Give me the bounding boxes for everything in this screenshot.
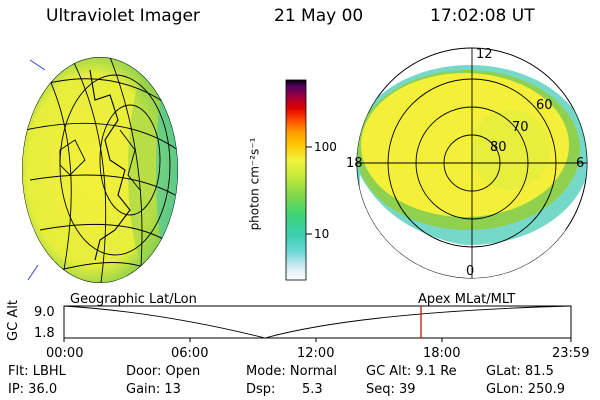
observation-time: 17:02:08 UT [430, 6, 535, 26]
altitude-ytick-low: 1.8 [34, 326, 55, 341]
lat-label-70: 70 [512, 120, 529, 135]
mlt-label-18: 18 [346, 156, 363, 171]
info-door: Door: Open [126, 364, 201, 379]
info-mode: Mode: Normal [246, 364, 337, 379]
apex-label: Apex MLat/MLT [418, 292, 516, 307]
info-filter: Flt: LBHL [8, 364, 66, 379]
altitude-ytick-high: 9.0 [34, 305, 55, 320]
mlt-label-0: 0 [466, 264, 475, 279]
mlt-label-6: 6 [576, 156, 585, 171]
colorbar-unit-label: photon cm⁻²s⁻¹ [247, 137, 262, 231]
info-glat: GLat: 81.5 [486, 364, 554, 379]
observation-date: 21 May 00 [274, 6, 364, 26]
lat-label-80: 80 [490, 140, 507, 155]
mlt-label-12: 12 [476, 47, 493, 62]
info-gc-alt: GC Alt: 9.1 Re [366, 364, 457, 379]
info-dsp-label: Dsp: [246, 382, 276, 397]
info-seq: Seq: 39 [366, 382, 416, 397]
xtick-0600: 06:00 [171, 346, 209, 361]
xtick-0000: 00:00 [46, 346, 84, 361]
geographic-label: Geographic Lat/Lon [70, 292, 197, 307]
altitude-ylabel: GC Alt [5, 300, 21, 341]
xtick-2359: 23:59 [552, 346, 590, 361]
colorbar-tick-100: 100 [314, 140, 337, 154]
globe-image [22, 57, 178, 283]
xtick-1800: 18:00 [423, 346, 461, 361]
lat-label-60: 60 [536, 98, 553, 113]
info-glon: GLon: 250.9 [486, 382, 566, 397]
instrument-title: Ultraviolet Imager [46, 6, 200, 26]
info-gain: Gain: 13 [126, 382, 181, 397]
polar-plot [356, 47, 588, 279]
xtick-1200: 12:00 [297, 346, 335, 361]
altitude-plot [63, 305, 572, 342]
colorbar-tick-10: 10 [314, 227, 330, 241]
colorbar [285, 79, 312, 281]
info-ip: IP: 36.0 [8, 382, 58, 397]
info-dsp-value: 5.3 [302, 382, 323, 397]
